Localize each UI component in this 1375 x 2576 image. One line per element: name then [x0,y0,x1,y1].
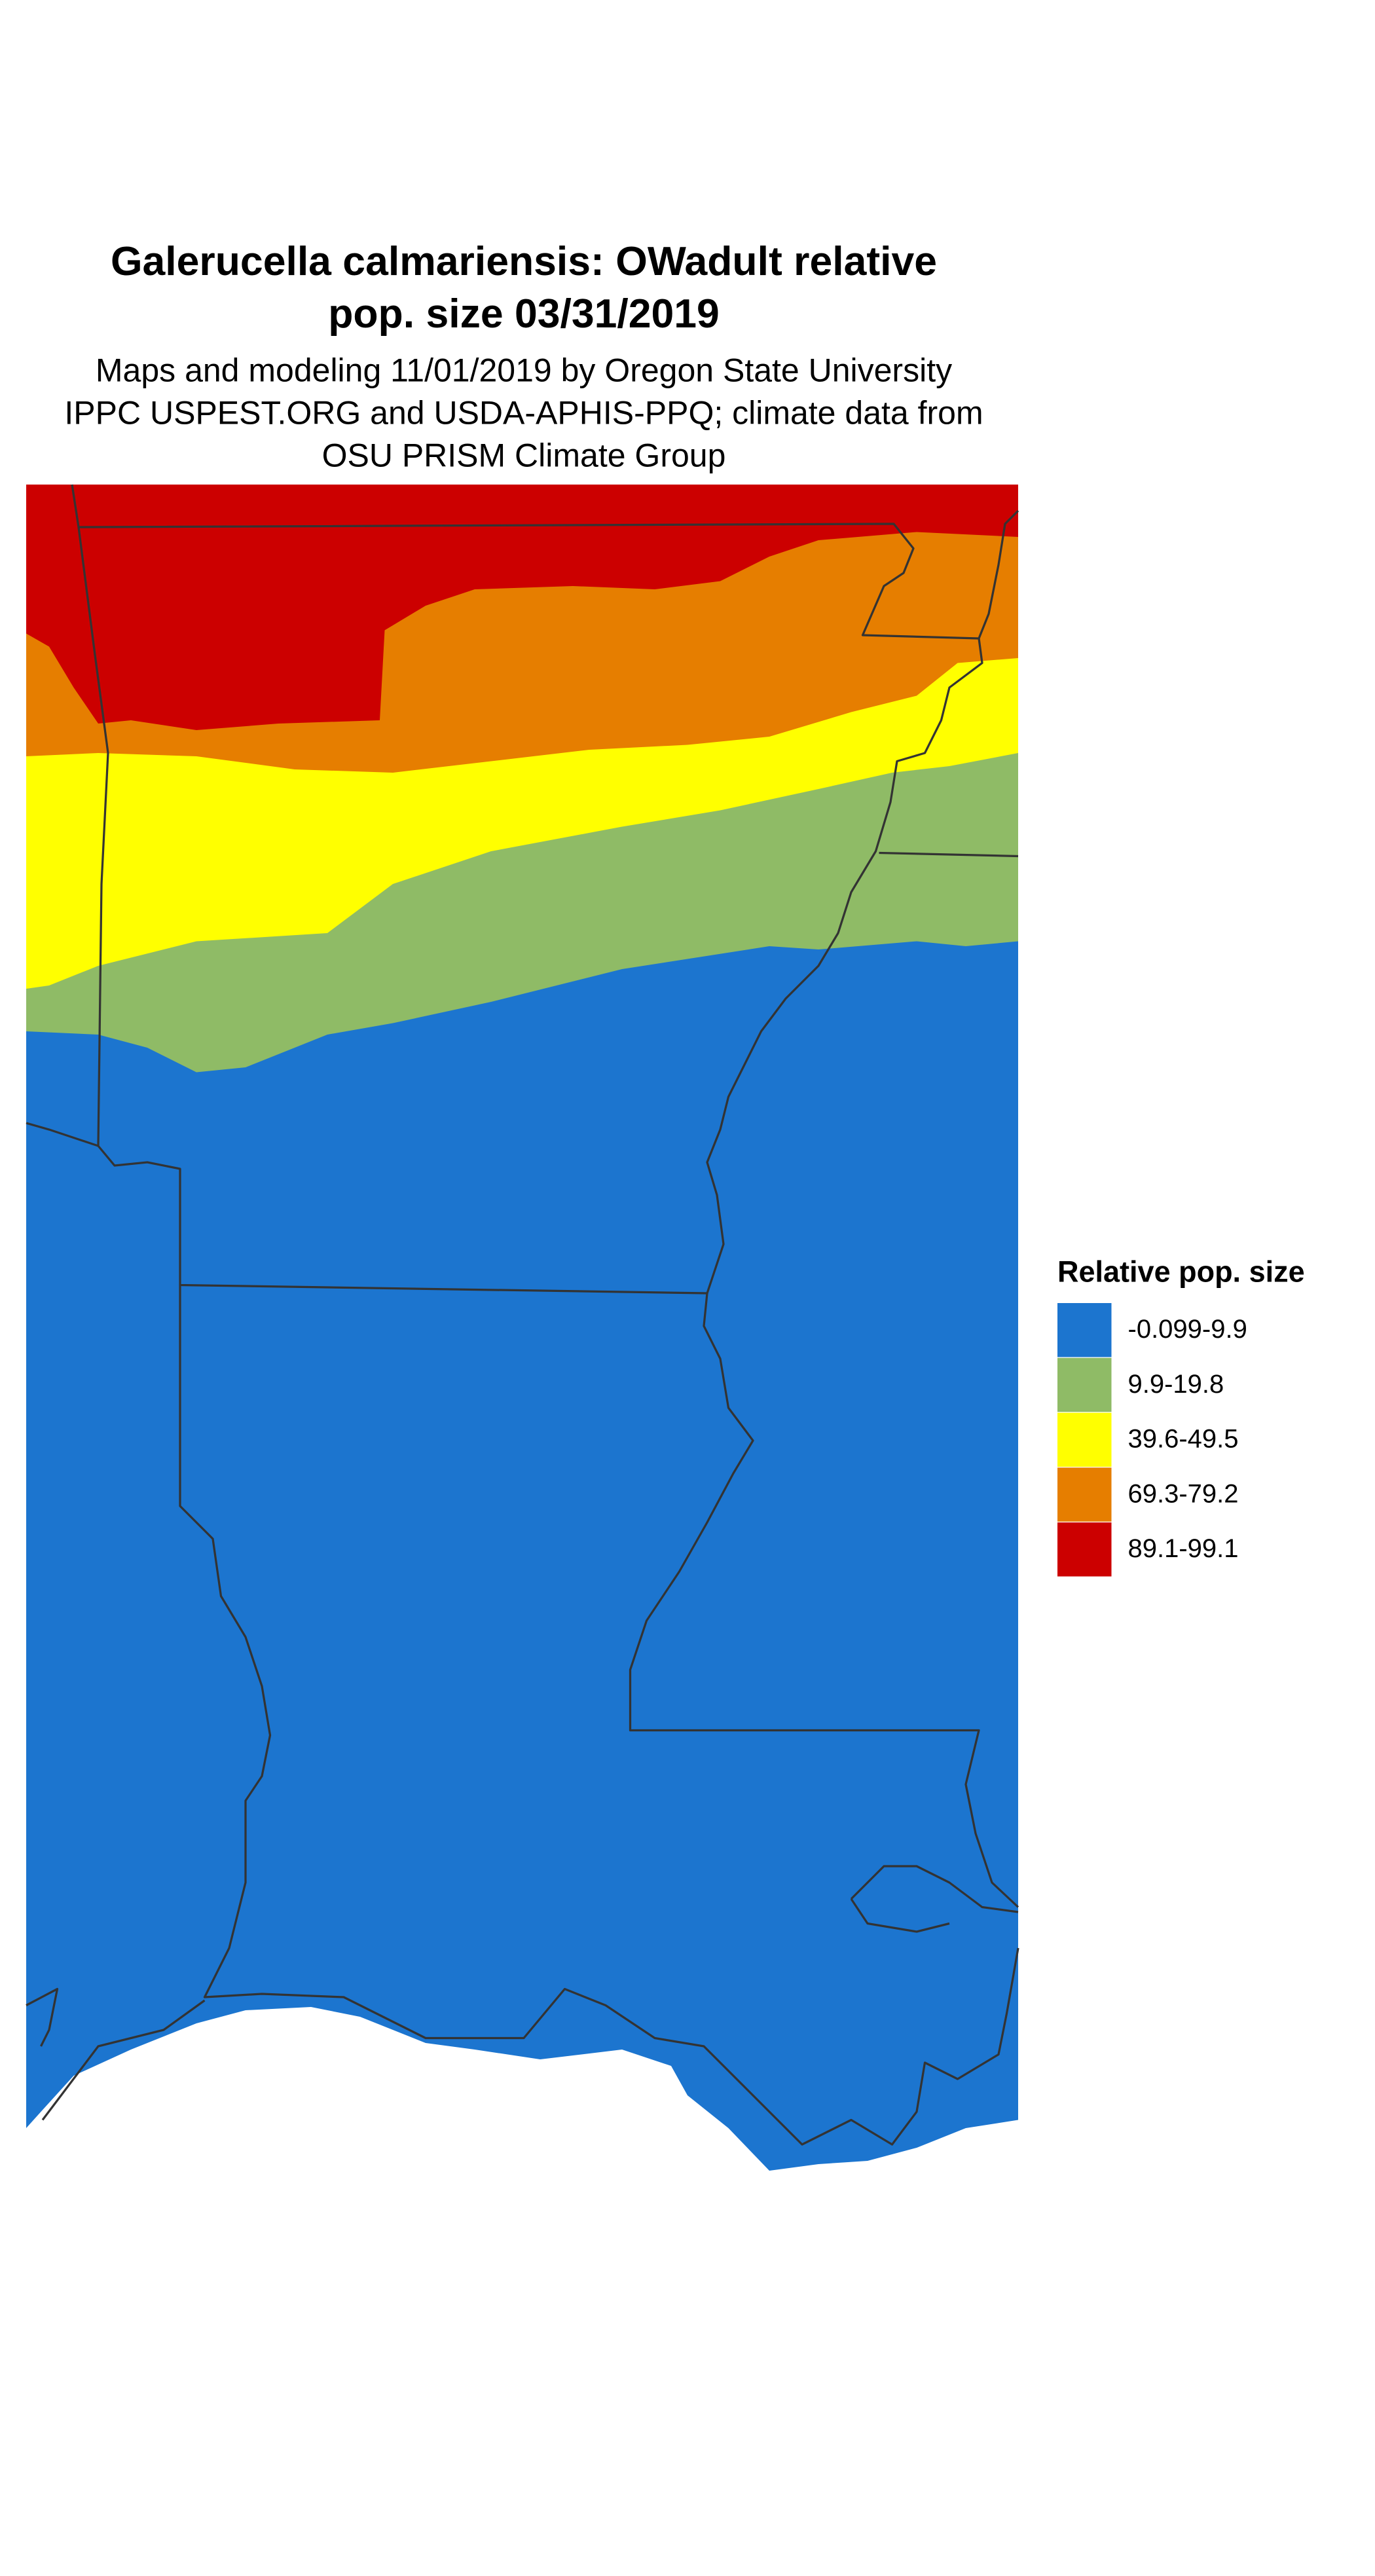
legend: Relative pop. size -0.099-9.9 9.9-19.8 39.… [1057,1255,1305,1577]
legend-label: 39.6-49.5 [1128,1425,1239,1454]
border [26,1987,206,2121]
legend-label: 89.1-99.1 [1128,1534,1239,1563]
subtitle: IPPC USPEST.ORG and USDA-APHIS-PPQ; clim… [64,395,983,432]
border [71,484,1019,640]
legend-label: 69.3-79.2 [1128,1479,1239,1508]
border [850,1865,1019,1933]
legend-title: Relative pop. size [1057,1255,1305,1289]
title: pop. size 03/31/2019 [328,291,720,337]
border [179,1285,1019,2146]
legend-swatch [1057,1467,1112,1522]
map [26,485,1018,2171]
border [706,638,983,1294]
legend-swatch [1057,1357,1112,1412]
legend-swatch [1057,1522,1112,1577]
subtitle: OSU PRISM Climate Group [322,437,726,474]
region [26,485,1018,730]
titles: Galerucella calmariensis: OWadult relati… [64,238,983,473]
legend-label: -0.099-9.9 [1128,1315,1247,1344]
state-borders [26,484,1019,2146]
legend-swatch [1057,1412,1112,1467]
legend-swatch [1057,1303,1112,1357]
border [879,851,1019,858]
title: Galerucella calmariensis: OWadult relati… [111,238,937,284]
subtitle: Maps and modeling 11/01/2019 by Oregon S… [96,352,952,389]
legend-label: 9.9-19.8 [1128,1370,1224,1399]
border [26,1122,99,1147]
